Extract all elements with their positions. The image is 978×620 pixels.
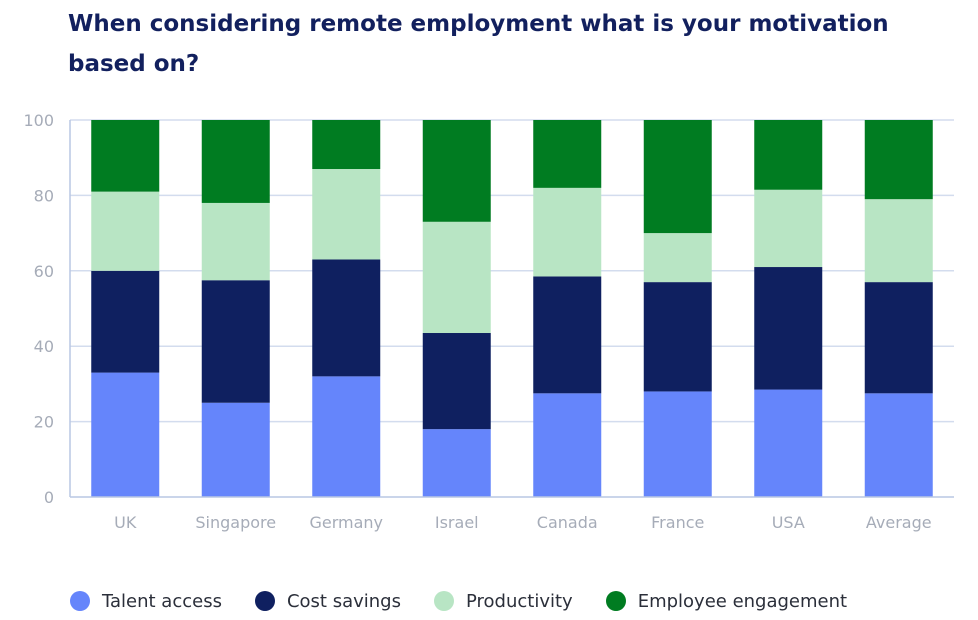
y-tick-label: 80 — [34, 186, 54, 205]
x-tick-label: Average — [866, 513, 932, 532]
bar-segment — [312, 376, 381, 497]
bar-segment — [533, 393, 602, 497]
bar-segment — [533, 187, 602, 277]
legend-swatch — [605, 591, 626, 611]
bar-segment — [91, 372, 160, 497]
bar-segment — [422, 333, 491, 430]
legend-label: Employee engagement — [637, 590, 848, 612]
legend-label: Talent access — [102, 590, 222, 612]
legend-item: Productivity — [433, 590, 573, 612]
x-tick-label: Canada — [537, 513, 598, 532]
bar-segment — [91, 191, 160, 271]
bar-segment — [754, 389, 823, 497]
x-tick-label: USA — [772, 513, 805, 532]
bar-segment — [864, 393, 933, 497]
bar-segment — [312, 169, 381, 260]
bar-segment — [643, 282, 712, 392]
x-tick-label: UK — [114, 513, 137, 532]
bar-segment — [754, 267, 823, 390]
legend-label: Cost savings — [286, 590, 401, 612]
legend-item: Talent access — [70, 591, 222, 612]
bar-segment — [643, 391, 712, 497]
legend-swatch — [70, 591, 90, 611]
legend: Talent access Cost savings Productivity Emp… — [70, 586, 880, 616]
bars — [91, 120, 933, 497]
legend-swatch — [254, 591, 275, 611]
legend-item: Employee engagement — [605, 590, 848, 612]
bar-segment — [201, 120, 270, 203]
bar-segment — [201, 202, 270, 281]
legend-swatch — [433, 591, 454, 611]
stacked-bar-chart: 0 20 40 60 80 100 UK Singapore Germany Israel Can… — [23, 111, 954, 532]
x-tick-label: Singapore — [195, 513, 276, 532]
bar-segment — [643, 120, 712, 234]
bar-segment — [533, 276, 602, 394]
bar-segment — [754, 120, 823, 190]
bar-segment — [864, 199, 933, 283]
y-tick-label: 20 — [34, 413, 54, 432]
x-tick-label: Germany — [309, 513, 383, 532]
bar-segment — [864, 282, 933, 394]
legend-item: Cost savings — [254, 590, 401, 612]
y-tick-label: 60 — [34, 262, 54, 281]
y-axis-ticks: 0 20 40 60 80 100 — [23, 111, 54, 507]
y-tick-label: 40 — [34, 337, 54, 356]
bar-segment — [201, 280, 270, 403]
bar-segment — [312, 259, 381, 377]
y-tick-label: 100 — [23, 111, 54, 130]
axes — [69, 120, 954, 498]
bar-segment — [91, 270, 160, 373]
y-tick-label: 0 — [44, 488, 54, 507]
x-tick-label: Israel — [435, 513, 479, 532]
bar-segment — [312, 120, 381, 170]
bar-segment — [91, 120, 160, 192]
x-axis-ticks: UK Singapore Germany Israel Canada France USA A… — [114, 513, 931, 532]
bar-segment — [422, 221, 491, 334]
bar-segment — [754, 189, 823, 268]
bar-segment — [533, 120, 602, 188]
bar-segment — [422, 429, 491, 497]
x-tick-label: France — [651, 513, 704, 532]
bar-segment — [643, 233, 712, 283]
bar-segment — [864, 120, 933, 200]
bar-segment — [422, 120, 491, 222]
legend-label: Productivity — [465, 590, 573, 612]
chart-title: When considering remote employment what … — [68, 11, 889, 77]
bar-segment — [201, 402, 270, 497]
